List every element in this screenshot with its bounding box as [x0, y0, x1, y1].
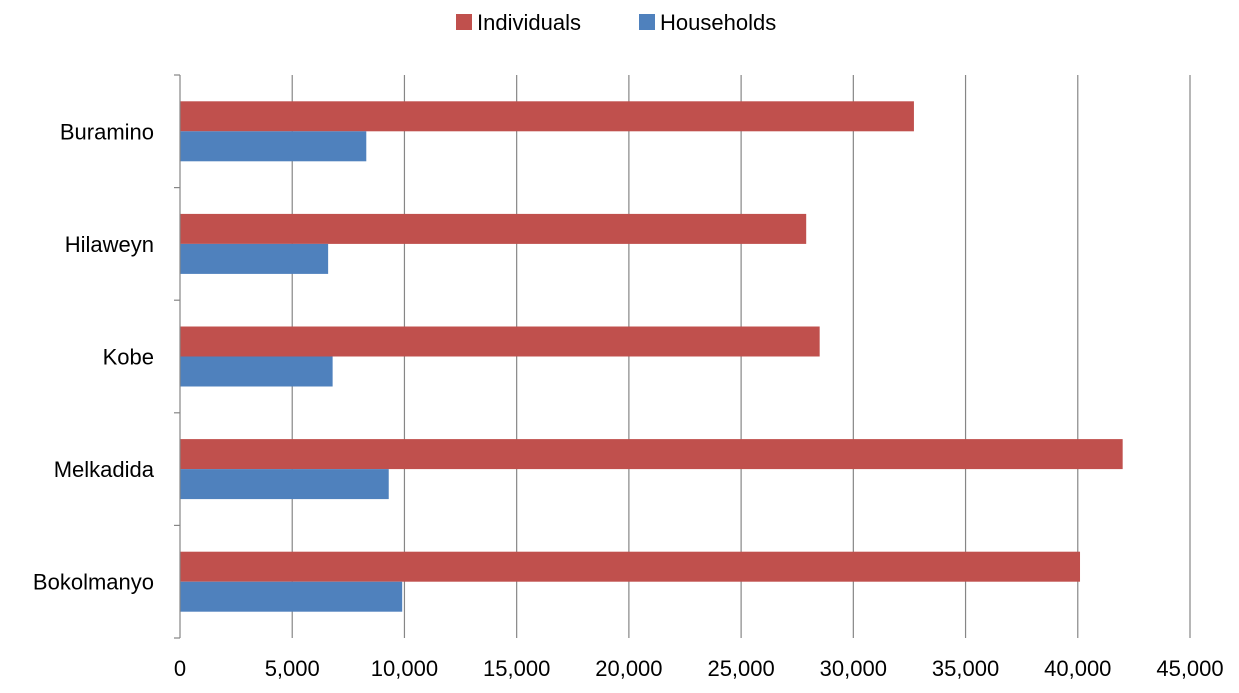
- x-tick-label: 45,000: [1156, 656, 1223, 681]
- y-tick-label: Melkadida: [54, 457, 155, 482]
- y-tick-label: Kobe: [103, 345, 154, 370]
- axes: [174, 74, 181, 639]
- bar-households-melkadida: [180, 469, 389, 500]
- x-tick-label: 35,000: [932, 656, 999, 681]
- y-tick-labels: Buramino Hilaweyn Kobe Melkadida Bokolmanyo: [33, 119, 155, 594]
- bar-households-hilaweyn: [180, 243, 329, 274]
- legend-label-households: Households: [660, 10, 776, 35]
- bar-individuals-kobe: [180, 326, 820, 357]
- legend-swatch-individuals: [456, 14, 472, 30]
- legend-label-individuals: Individuals: [477, 10, 581, 35]
- x-tick-label: 20,000: [595, 656, 662, 681]
- x-tick-label: 0: [174, 656, 186, 681]
- x-tick-labels: 0 5,000 10,000 15,000 20,000 25,000 30,000 35,0…: [174, 656, 1224, 681]
- x-tick-label: 5,000: [265, 656, 320, 681]
- bar-individuals-bokolmanyo: [180, 551, 1081, 582]
- y-tick-label: Buramino: [60, 119, 154, 144]
- x-tick-label: 10,000: [371, 656, 438, 681]
- y-tick-label: Bokolmanyo: [33, 570, 154, 595]
- bar-households-buramino: [180, 131, 367, 162]
- legend: Individuals Households: [456, 10, 776, 35]
- y-tick-label: Hilaweyn: [65, 232, 154, 257]
- x-tick-label: 15,000: [483, 656, 550, 681]
- bar-individuals-buramino: [180, 101, 914, 132]
- legend-swatch-households: [639, 14, 655, 30]
- bar-households-kobe: [180, 356, 333, 387]
- x-tick-label: 30,000: [820, 656, 887, 681]
- x-tick-label: 40,000: [1044, 656, 1111, 681]
- x-tick-label: 25,000: [707, 656, 774, 681]
- bar-individuals-melkadida: [180, 439, 1123, 470]
- bar-households-bokolmanyo: [180, 581, 403, 612]
- bar-individuals-hilaweyn: [180, 213, 807, 244]
- bars: [180, 101, 1123, 612]
